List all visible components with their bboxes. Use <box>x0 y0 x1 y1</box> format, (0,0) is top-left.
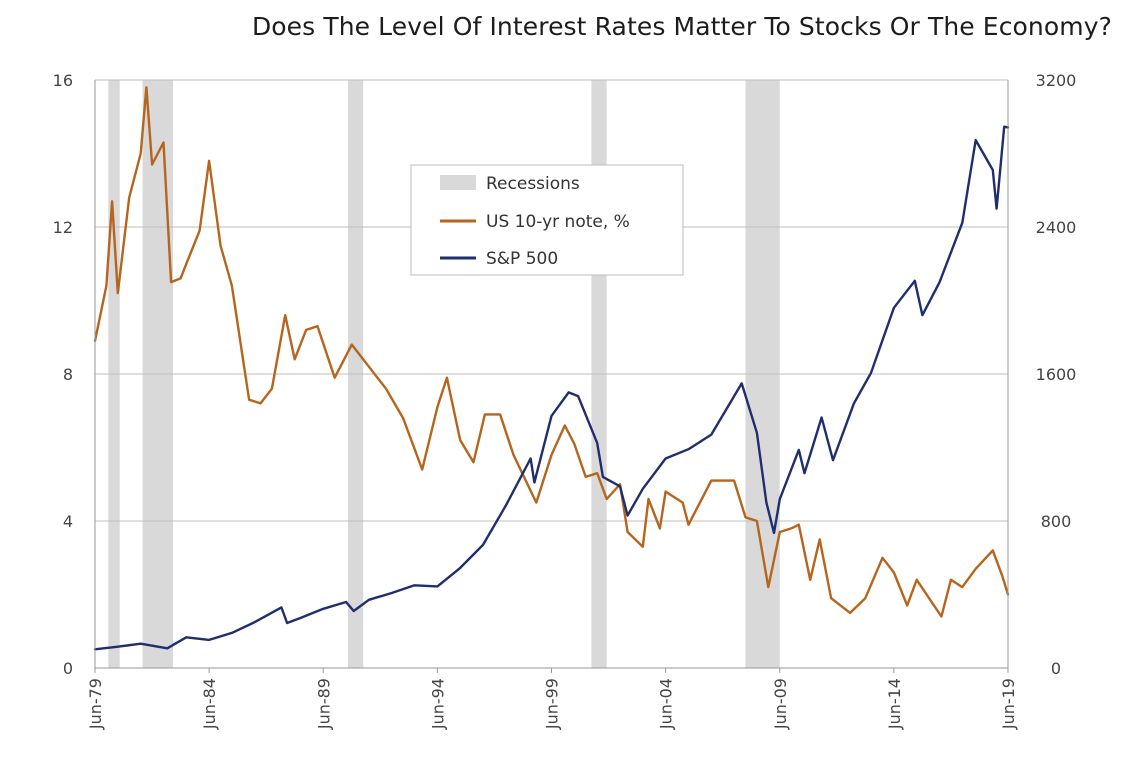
x-tick-label: Jun-84 <box>200 678 219 730</box>
x-tick-label: Jun-19 <box>999 678 1018 730</box>
y-right-tick-label: 2400 <box>1036 218 1077 237</box>
x-tick-label: Jun-94 <box>428 678 447 730</box>
legend-label-us10yr: US 10-yr note, % <box>486 212 630 232</box>
y-right-tick-label: 800 <box>1041 512 1072 531</box>
legend-label-sp500: S&P 500 <box>486 249 558 269</box>
us10yr-line <box>93 86 1010 618</box>
legend: Recessions US 10-yr note, % S&P 500 <box>410 164 684 276</box>
y-left-tick-label: 12 <box>53 218 73 237</box>
sp500-line <box>93 125 1010 651</box>
y-right-tick-label: 0 <box>1051 659 1061 678</box>
x-tick-label: Jun-79 <box>86 678 105 730</box>
x-tick-label: Jun-04 <box>657 678 676 730</box>
series-lines <box>93 86 1010 651</box>
x-tick-label: Jun-14 <box>885 678 904 730</box>
y-right-tick-label: 1600 <box>1036 365 1077 384</box>
legend-label-recessions: Recessions <box>486 174 580 194</box>
chart-title: Does The Level Of Interest Rates Matter … <box>251 12 1112 41</box>
y-right-tick-label: 3200 <box>1036 71 1077 90</box>
y-left-tick-label: 0 <box>63 659 73 678</box>
x-tick-label: Jun-09 <box>771 678 790 730</box>
x-tick-label: Jun-89 <box>314 678 333 730</box>
axes: 0 0 4 800 8 1600 12 2400 16 3200 Jun-79 Jun-84 Jun-8… <box>53 71 1077 730</box>
y-left-tick-label: 4 <box>63 512 73 531</box>
x-tick-label: Jun-99 <box>543 678 562 730</box>
y-left-tick-label: 16 <box>53 71 73 90</box>
y-left-tick-label: 8 <box>63 365 73 384</box>
legend-swatch-recessions <box>440 175 476 190</box>
